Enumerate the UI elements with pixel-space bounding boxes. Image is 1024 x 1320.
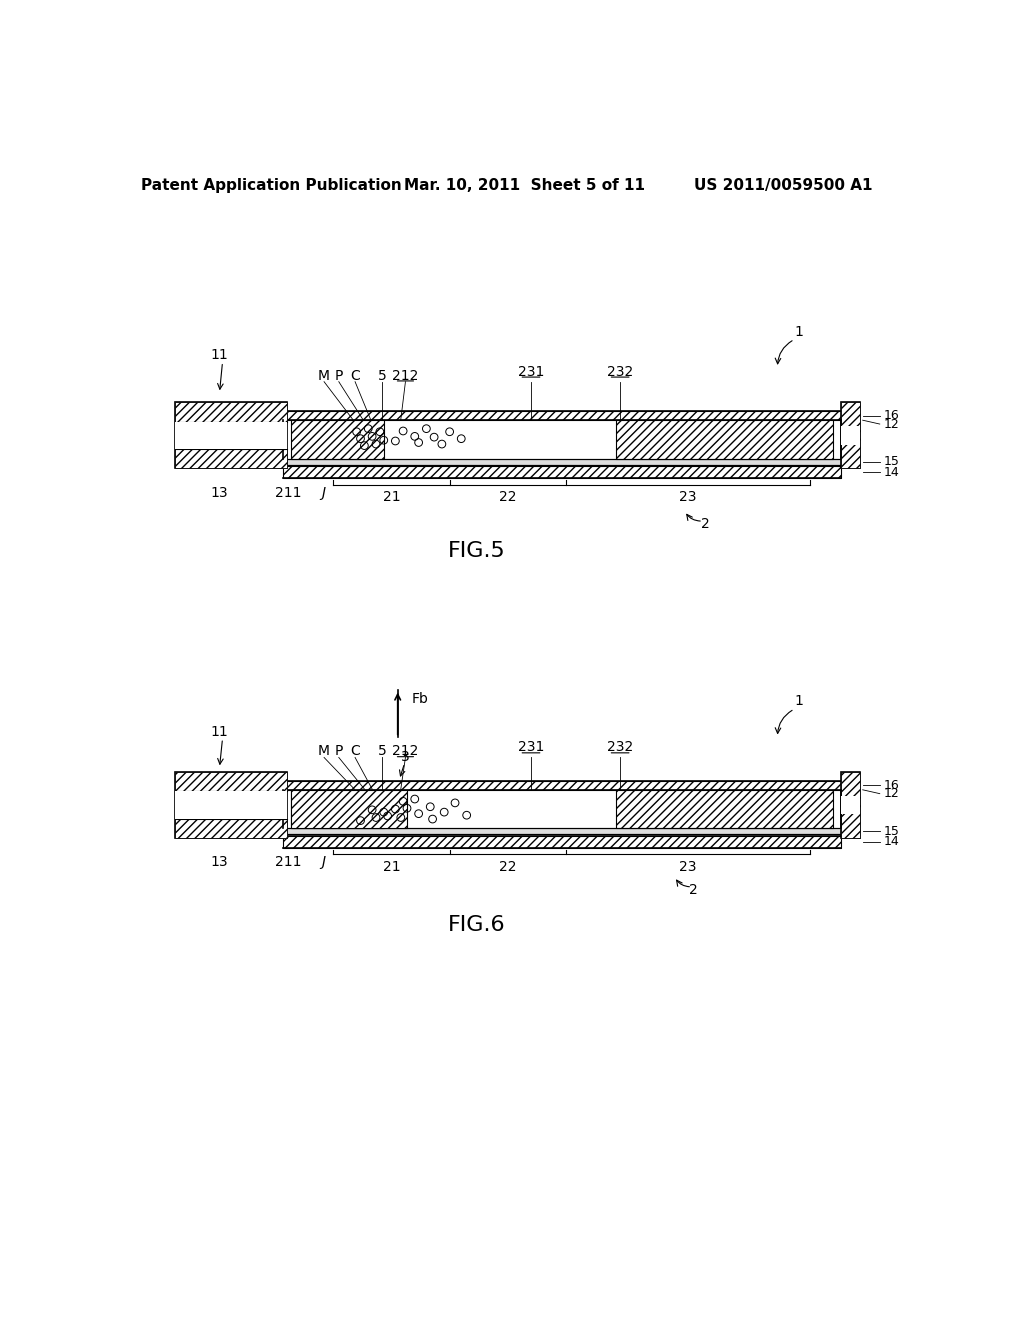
Text: 23: 23 [679, 490, 696, 504]
Text: 232: 232 [607, 741, 633, 755]
Text: 15: 15 [884, 455, 899, 469]
Text: 3: 3 [401, 751, 410, 764]
Text: 211: 211 [275, 855, 302, 869]
Text: 16: 16 [884, 779, 899, 792]
Text: 2: 2 [701, 517, 710, 531]
Text: 22: 22 [499, 859, 516, 874]
Bar [283, 836, 841, 847]
Bar [841, 772, 860, 838]
Bar [841, 796, 860, 814]
Bar [291, 789, 407, 829]
Text: 21: 21 [383, 490, 400, 504]
Bar [841, 426, 860, 445]
Text: Patent Application Publication: Patent Application Publication [141, 178, 401, 193]
Text: US 2011/0059500 A1: US 2011/0059500 A1 [693, 178, 872, 193]
Text: 15: 15 [884, 825, 899, 838]
Text: 23: 23 [679, 859, 696, 874]
Text: FIG.6: FIG.6 [447, 915, 506, 935]
Text: P: P [335, 744, 343, 758]
Bar [174, 772, 287, 792]
Text: 14: 14 [884, 836, 899, 849]
Bar [841, 772, 860, 838]
Bar [174, 792, 287, 818]
Bar [283, 780, 841, 789]
Text: 12: 12 [884, 787, 899, 800]
Bar [174, 403, 287, 422]
Bar [841, 403, 860, 469]
Bar [174, 403, 287, 469]
Text: 16: 16 [884, 409, 899, 422]
Text: 212: 212 [392, 368, 419, 383]
Text: 13: 13 [211, 486, 228, 499]
Text: 13: 13 [211, 855, 228, 869]
Text: M: M [318, 744, 330, 758]
Bar [283, 829, 841, 834]
Text: Mar. 10, 2011  Sheet 5 of 11: Mar. 10, 2011 Sheet 5 of 11 [404, 178, 645, 193]
Text: C: C [350, 744, 360, 758]
Bar [616, 789, 834, 829]
Bar [283, 420, 841, 459]
Text: 211: 211 [275, 486, 302, 499]
Bar [174, 422, 287, 449]
Text: 1: 1 [794, 694, 803, 709]
Text: 231: 231 [518, 741, 544, 755]
Bar [283, 411, 841, 420]
Bar [174, 772, 287, 838]
Text: M: M [318, 368, 330, 383]
Text: 14: 14 [884, 466, 899, 479]
Text: 2: 2 [689, 883, 698, 896]
Text: C: C [350, 368, 360, 383]
Text: 5: 5 [378, 744, 387, 758]
Text: FIG.5: FIG.5 [447, 541, 506, 561]
Bar [283, 466, 841, 478]
Text: 22: 22 [499, 490, 516, 504]
Text: 21: 21 [383, 859, 400, 874]
Text: 231: 231 [518, 364, 544, 379]
Bar [283, 459, 841, 465]
Text: Fb: Fb [412, 692, 428, 706]
Text: 12: 12 [884, 417, 899, 430]
Text: J: J [322, 855, 326, 869]
Bar [616, 420, 834, 459]
Bar [291, 420, 384, 459]
Bar [291, 789, 384, 829]
Text: 1: 1 [794, 325, 803, 339]
Text: 5: 5 [378, 368, 387, 383]
Text: 232: 232 [607, 364, 633, 379]
Bar [841, 403, 860, 469]
Bar [283, 789, 841, 829]
Text: 212: 212 [392, 744, 419, 758]
Text: 11: 11 [211, 347, 228, 362]
Text: J: J [322, 486, 326, 499]
Text: P: P [335, 368, 343, 383]
Bar [174, 818, 287, 838]
Bar [174, 449, 287, 469]
Text: 11: 11 [211, 725, 228, 739]
